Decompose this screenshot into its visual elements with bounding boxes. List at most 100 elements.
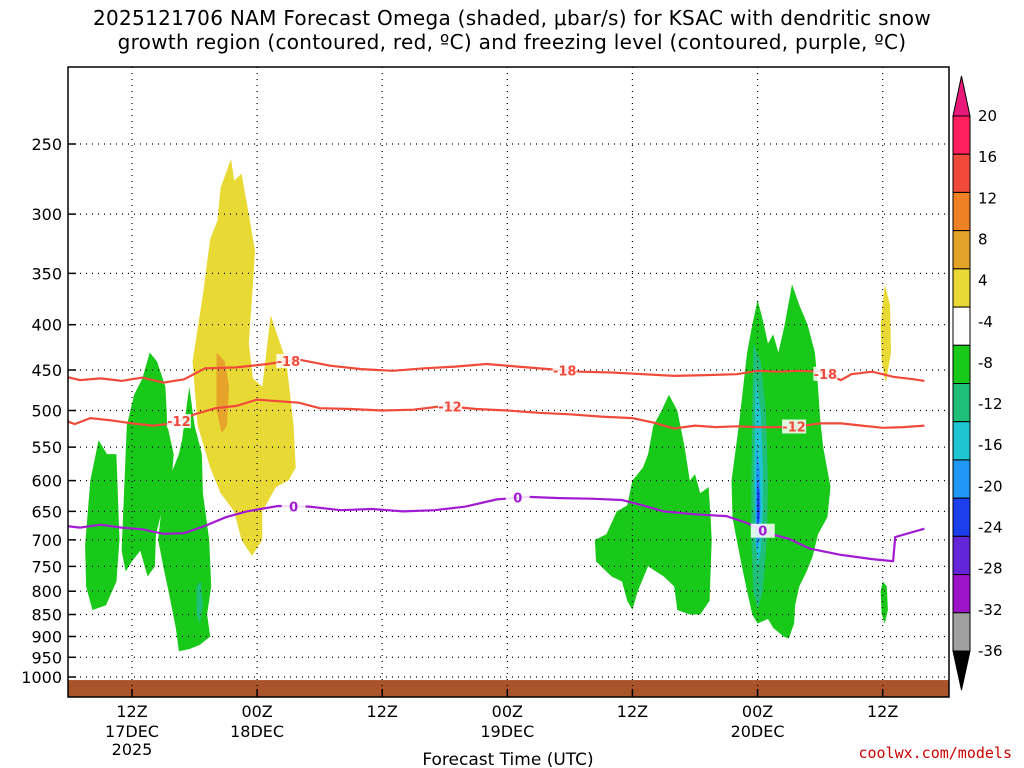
omega-region-7 <box>216 352 229 433</box>
colorbar-label-10: -24 <box>978 519 1003 537</box>
y-tick-label-800: 800 <box>31 582 62 601</box>
x-tick-label-72: 00Z <box>742 702 773 721</box>
contour-label-bg-0-0 <box>276 354 301 369</box>
x-axis-title: Forecast Time (UTC) <box>422 750 593 768</box>
x-tick-label-48: 00Z <box>492 702 523 721</box>
colorbar-label-13: -36 <box>978 642 1003 660</box>
omega-region-14 <box>880 284 891 383</box>
colorbar-segment-5 <box>952 306 971 346</box>
colorbar-label-7: -12 <box>978 395 1003 413</box>
y-tick-label-450: 450 <box>31 361 62 380</box>
colorbar-top-arrow <box>952 75 971 117</box>
contour-label-0-0: -18 <box>277 355 301 370</box>
plot-frame <box>67 66 950 698</box>
contour-label-bg-2-2 <box>750 523 775 538</box>
omega-region-2 <box>121 352 174 577</box>
contour-lines: -18 -18 -18 -12 -12 -12 0 0 0 <box>68 354 925 563</box>
y-tick-label-600: 600 <box>31 472 62 491</box>
contour-label-bg-0-1 <box>552 363 577 378</box>
colorbar-segment-9 <box>952 459 971 499</box>
y-tick-label-300: 300 <box>31 205 62 224</box>
x-tick-label-60: 12Z <box>617 702 648 721</box>
contour-line-2 <box>68 495 925 563</box>
omega-region-15 <box>880 581 888 624</box>
omega-region-5 <box>196 581 203 624</box>
contour-label-bg-1-1 <box>437 399 462 414</box>
chart-title: 2025121706 NAM Forecast Omega (shaded, μ… <box>0 6 1024 54</box>
colorbar-label-0: 20 <box>978 107 997 125</box>
colorbar-label-5: -4 <box>978 313 993 331</box>
x-tick-date-72: 20DEC <box>731 722 785 741</box>
omega-region-9 <box>731 284 831 639</box>
y-tick-label-400: 400 <box>31 316 62 335</box>
colorbar-label-9: -20 <box>978 477 1003 495</box>
y-tick-label-500: 500 <box>31 402 62 421</box>
colorbar-segment-8 <box>952 421 971 461</box>
contour-label-1-2: -12 <box>782 421 806 436</box>
omega-region-8 <box>594 394 712 615</box>
x-tick-date-48: 19DEC <box>480 722 534 741</box>
x-tick-date-12: 17DEC <box>105 722 159 741</box>
colorbar-bottom-arrow <box>952 650 971 691</box>
colorbar-segment-4 <box>952 268 971 308</box>
x-tick-date-24: 18DEC <box>230 722 284 741</box>
contour-label-bg-1-2 <box>782 419 807 434</box>
contour-label-bg-0-2 <box>813 366 838 381</box>
y-tick-label-950: 950 <box>31 648 62 667</box>
omega-shading <box>85 159 891 652</box>
y-tick-label-700: 700 <box>31 531 62 550</box>
x-tick-label-12: 12Z <box>116 702 147 721</box>
terrain-layer <box>68 680 949 697</box>
colorbar-segment-6 <box>952 344 971 384</box>
y-tick-label-750: 750 <box>31 557 62 576</box>
omega-region-13 <box>757 480 760 529</box>
contour-label-2-0: 0 <box>289 500 298 515</box>
colorbar-segment-1 <box>952 153 971 193</box>
omega-region-6 <box>192 159 296 556</box>
colorbar-label-4: 4 <box>978 272 988 290</box>
contour-label-bg-2-0 <box>281 499 306 514</box>
colorbar-segment-11 <box>952 535 971 576</box>
contour-label-bg-2-1 <box>505 490 530 505</box>
colorbar-label-2: 12 <box>978 189 997 207</box>
y-axis: 250 300 350 400 450 500 550 600 650 700 750 800 850 9… <box>21 135 76 687</box>
contour-label-0-1: -18 <box>553 364 577 379</box>
colorbar-segment-0 <box>952 115 971 155</box>
x-tick-year-12: 2025 <box>112 740 153 759</box>
colorbar-label-3: 8 <box>978 230 988 248</box>
y-tick-label-850: 850 <box>31 606 62 625</box>
colorbar: 20 16 12 8 4 -4 -8 -12 -16 -20 -24 -28 -32 -36 <box>952 75 1003 691</box>
contour-label-2-1: 0 <box>513 492 522 507</box>
credit-label: coolwx.com/models <box>858 744 1012 762</box>
colorbar-segment-12 <box>952 574 971 614</box>
y-tick-label-250: 250 <box>31 135 62 154</box>
colorbar-label-8: -16 <box>978 436 1003 454</box>
x-tick-label-24: 00Z <box>241 702 272 721</box>
contour-label-0-2: -18 <box>814 368 838 383</box>
y-tick-label-350: 350 <box>31 264 62 283</box>
terrain-strip <box>68 680 949 697</box>
colorbar-segment-7 <box>952 383 971 423</box>
colorbar-segment-10 <box>952 497 971 537</box>
x-tick-label-84: 12Z <box>867 702 898 721</box>
colorbar-segment-13 <box>952 612 971 652</box>
y-tick-label-650: 650 <box>31 502 62 521</box>
colorbar-label-12: -32 <box>978 601 1003 619</box>
y-tick-label-1000: 1000 <box>21 668 62 687</box>
colorbar-label-6: -8 <box>978 354 993 372</box>
contour-label-1-1: -12 <box>438 400 462 415</box>
colorbar-label-11: -28 <box>978 560 1003 578</box>
x-tick-label-36: 12Z <box>367 702 398 721</box>
contour-label-2-2: 0 <box>758 525 767 540</box>
y-tick-label-550: 550 <box>31 438 62 457</box>
title-line-2: growth region (contoured, red, ºC) and f… <box>117 30 907 54</box>
y-tick-label-900: 900 <box>31 627 62 646</box>
contour-label-1-0: -12 <box>167 415 191 430</box>
title-line-1: 2025121706 NAM Forecast Omega (shaded, μ… <box>92 6 932 30</box>
colorbar-segment-3 <box>952 230 971 270</box>
contour-label-bg-1-0 <box>166 414 191 429</box>
colorbar-segment-2 <box>952 191 971 232</box>
colorbar-label-1: 16 <box>978 148 997 166</box>
